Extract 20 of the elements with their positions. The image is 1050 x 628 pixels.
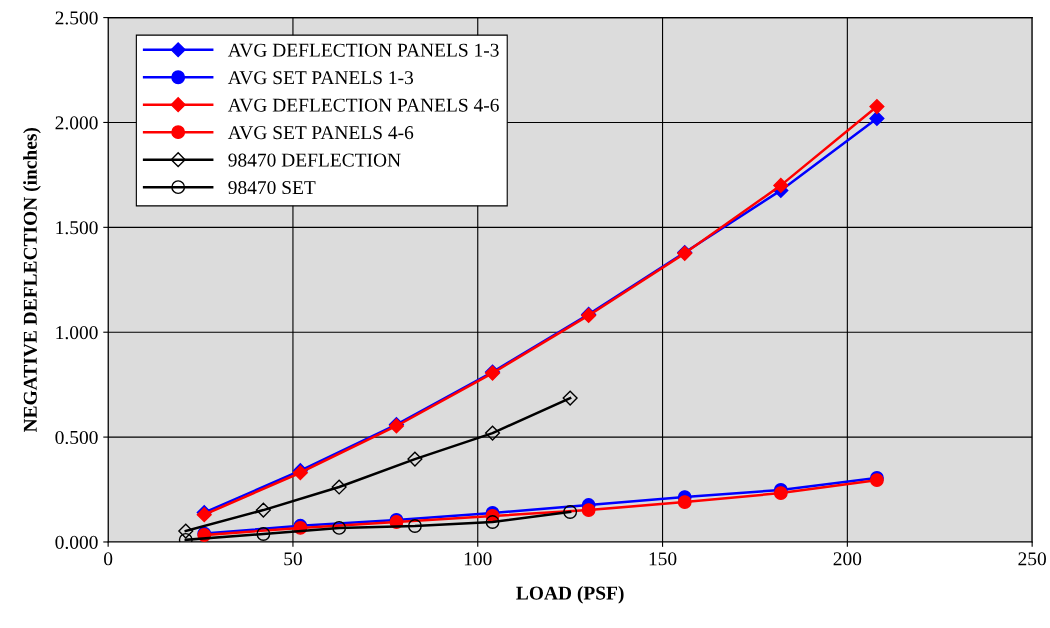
y-tick-label: 2.500: [55, 11, 98, 25]
legend-label: 98470 SET: [228, 181, 316, 195]
x-tick-label: 150: [649, 552, 677, 566]
x-axis-title: LOAD (PSF): [516, 585, 624, 604]
y-tick-label: 2.000: [55, 116, 98, 130]
legend-label: AVG SET PANELS 4-6: [227, 126, 414, 140]
y-tick-label: 1.500: [56, 221, 98, 235]
y-tick-label: 0.000: [55, 535, 98, 549]
x-tick-label: 200: [833, 552, 862, 566]
legend-label: 98470 DEFLECTION: [228, 153, 401, 167]
x-tick-label: 0: [104, 552, 113, 566]
x-tick-label: 100: [464, 552, 492, 566]
y-tick-label: 1.000: [56, 326, 98, 340]
y-axis-title: NEGATIVE DEFLECTION (inches): [23, 127, 41, 433]
y-tick-label: 0.500: [55, 430, 98, 445]
legend-label: AVG DEFLECTION PANELS 1-3: [227, 43, 499, 57]
x-tick-label: 250: [1018, 552, 1046, 566]
legend-label: AVG SET PANELS 1-3: [227, 71, 414, 85]
legend-label: AVG DEFLECTION PANELS 4-6: [227, 98, 499, 112]
x-tick-label: 50: [284, 552, 302, 566]
